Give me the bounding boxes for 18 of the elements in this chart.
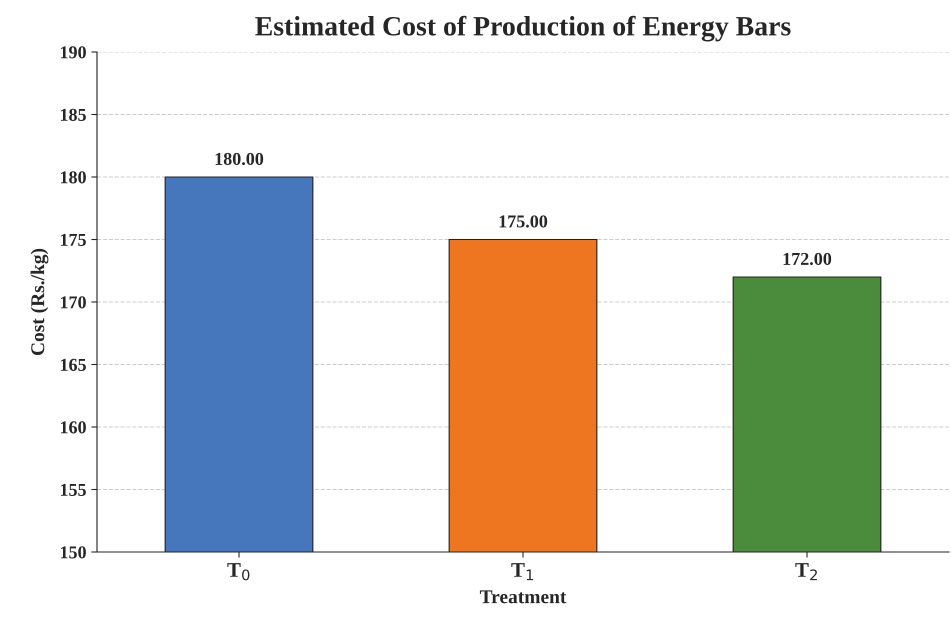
x-tick-label: T$_{0}$ [227,563,250,580]
y-tick-label: 175 [60,234,86,246]
x-tick-label: T$_{1}$ [511,563,534,580]
y-tick-label: 170 [60,296,86,308]
data-label: 175.00 [500,215,548,228]
y-tick-label: 155 [60,484,86,496]
x-axis-title: Treatment [480,590,566,604]
y-axis-title: Cost (Rs./kg) [30,248,48,356]
chart-title: Estimated Cost of Production of Energy Bars [255,16,791,42]
y-tick-label: 185 [60,108,86,121]
y-tick-label: 165 [60,358,86,371]
y-tick-label: 190 [60,46,86,58]
data-label: 180.00 [216,152,264,166]
y-tick-label: 150 [60,546,86,558]
y-tick-label: 180 [60,171,86,184]
data-label: 172.00 [784,252,832,266]
y-tick-label: 160 [60,421,86,434]
x-tick-label: T$_{2}$ [795,563,817,580]
